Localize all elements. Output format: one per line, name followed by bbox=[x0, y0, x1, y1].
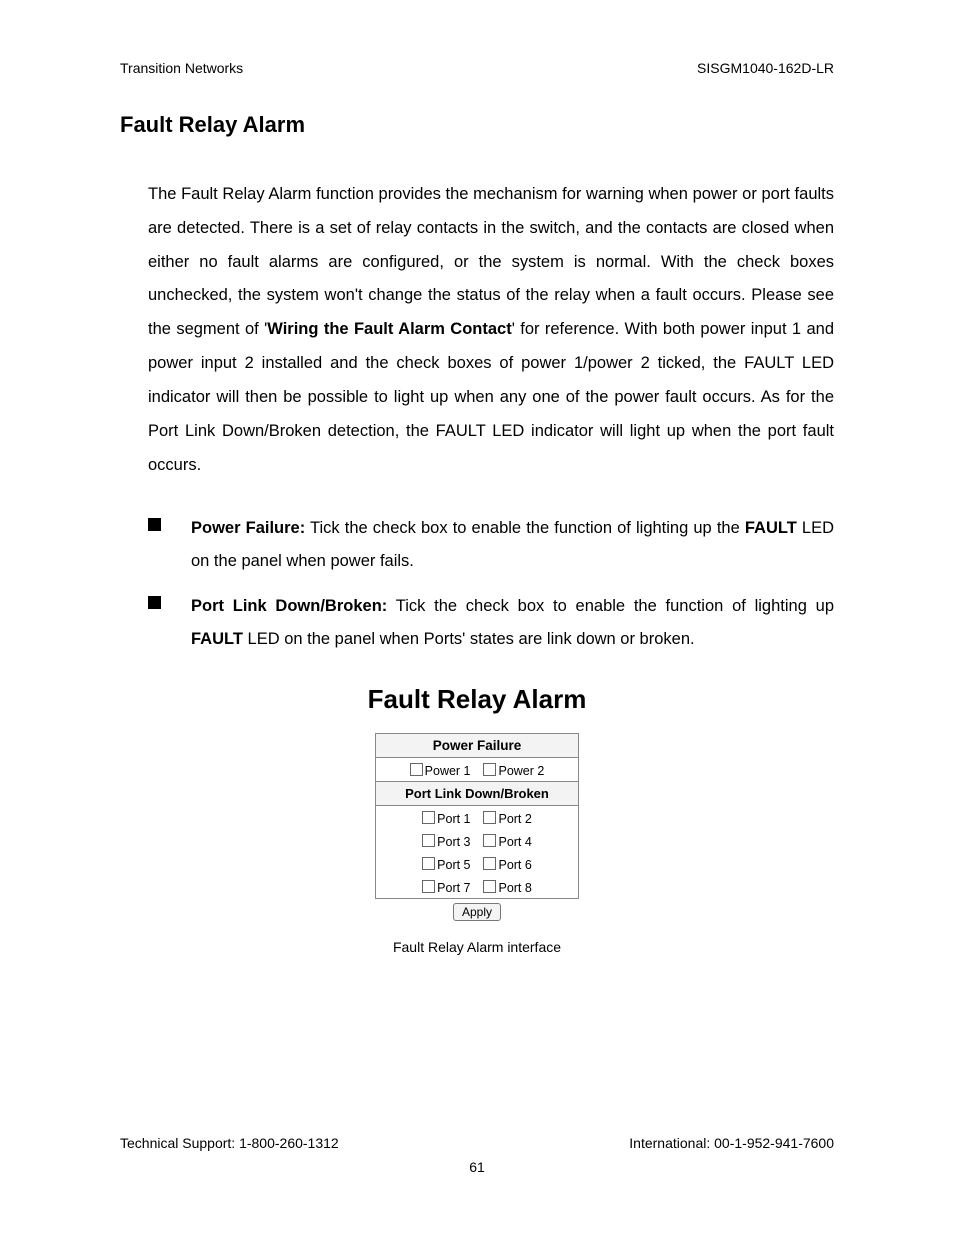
checkbox-power2[interactable] bbox=[483, 763, 496, 776]
header-right: SISGM1040-162D-LR bbox=[697, 60, 834, 76]
header-left: Transition Networks bbox=[120, 60, 243, 76]
bullet-port-bold: FAULT bbox=[191, 630, 243, 648]
page-footer: Technical Support: 1-800-260-1312 Intern… bbox=[120, 1135, 834, 1175]
page-header: Transition Networks SISGM1040-162D-LR bbox=[120, 60, 834, 76]
para-bold: Wiring the Fault Alarm Contact bbox=[267, 320, 511, 338]
checkbox-port4[interactable] bbox=[483, 834, 496, 847]
label-port5: Port 5 bbox=[437, 858, 470, 872]
checkbox-port7[interactable] bbox=[422, 880, 435, 893]
footer-left: Technical Support: 1-800-260-1312 bbox=[120, 1135, 339, 1151]
port-row-34: Port 3 Port 4 bbox=[376, 829, 578, 852]
figure-caption: Fault Relay Alarm interface bbox=[120, 939, 834, 955]
intro-paragraph: The Fault Relay Alarm function provides … bbox=[148, 178, 834, 482]
checkbox-port1[interactable] bbox=[422, 811, 435, 824]
port-row-12: Port 1 Port 2 bbox=[376, 806, 578, 829]
apply-button[interactable]: Apply bbox=[453, 903, 501, 921]
bullet-power-lead: Power Failure: bbox=[191, 519, 305, 537]
bullet-power-bold: FAULT bbox=[745, 519, 797, 537]
checkbox-port2[interactable] bbox=[483, 811, 496, 824]
footer-right: International: 00-1-952-941-7600 bbox=[629, 1135, 834, 1151]
label-port6: Port 6 bbox=[498, 858, 531, 872]
label-port8: Port 8 bbox=[498, 881, 531, 895]
port-row-78: Port 7 Port 8 bbox=[376, 875, 578, 898]
port-row-56: Port 5 Port 6 bbox=[376, 852, 578, 875]
para-pre: The Fault Relay Alarm function provides … bbox=[148, 185, 834, 338]
bullet-port-post: LED on the panel when Ports' states are … bbox=[243, 630, 695, 648]
label-port1: Port 1 bbox=[437, 812, 470, 826]
checkbox-port3[interactable] bbox=[422, 834, 435, 847]
bullet-power-failure: Power Failure: Tick the check box to ena… bbox=[148, 512, 834, 578]
power-row: Power 1 Power 2 bbox=[376, 758, 578, 781]
panel-header-port: Port Link Down/Broken bbox=[376, 781, 578, 806]
panel-header-power: Power Failure bbox=[376, 734, 578, 758]
bullet-list: Power Failure: Tick the check box to ena… bbox=[148, 512, 834, 656]
checkbox-port5[interactable] bbox=[422, 857, 435, 870]
checkbox-port8[interactable] bbox=[483, 880, 496, 893]
figure-title: Fault Relay Alarm bbox=[120, 684, 834, 715]
para-post: ' for reference. With both power input 1… bbox=[148, 320, 834, 473]
label-power2: Power 2 bbox=[498, 764, 544, 778]
bullet-power-pre: Tick the check box to enable the functio… bbox=[305, 519, 745, 537]
label-port4: Port 4 bbox=[498, 835, 531, 849]
label-power1: Power 1 bbox=[425, 764, 471, 778]
bullet-port-lead: Port Link Down/Broken: bbox=[191, 597, 387, 615]
section-title: Fault Relay Alarm bbox=[120, 112, 834, 138]
fault-relay-panel: Power Failure Power 1 Power 2 Port Link … bbox=[375, 733, 579, 899]
figure: Fault Relay Alarm Power Failure Power 1 … bbox=[120, 684, 834, 955]
bullet-port-link: Port Link Down/Broken: Tick the check bo… bbox=[148, 590, 834, 656]
bullet-power-text: Power Failure: Tick the check box to ena… bbox=[191, 512, 834, 578]
label-port7: Port 7 bbox=[437, 881, 470, 895]
page-number: 61 bbox=[120, 1159, 834, 1175]
bullet-port-pre: Tick the check box to enable the functio… bbox=[387, 597, 834, 615]
apply-row: Apply bbox=[120, 899, 834, 925]
label-port3: Port 3 bbox=[437, 835, 470, 849]
bullet-port-text: Port Link Down/Broken: Tick the check bo… bbox=[191, 590, 834, 656]
checkbox-port6[interactable] bbox=[483, 857, 496, 870]
square-bullet-icon bbox=[148, 518, 161, 531]
checkbox-power1[interactable] bbox=[410, 763, 423, 776]
label-port2: Port 2 bbox=[498, 812, 531, 826]
square-bullet-icon bbox=[148, 596, 161, 609]
